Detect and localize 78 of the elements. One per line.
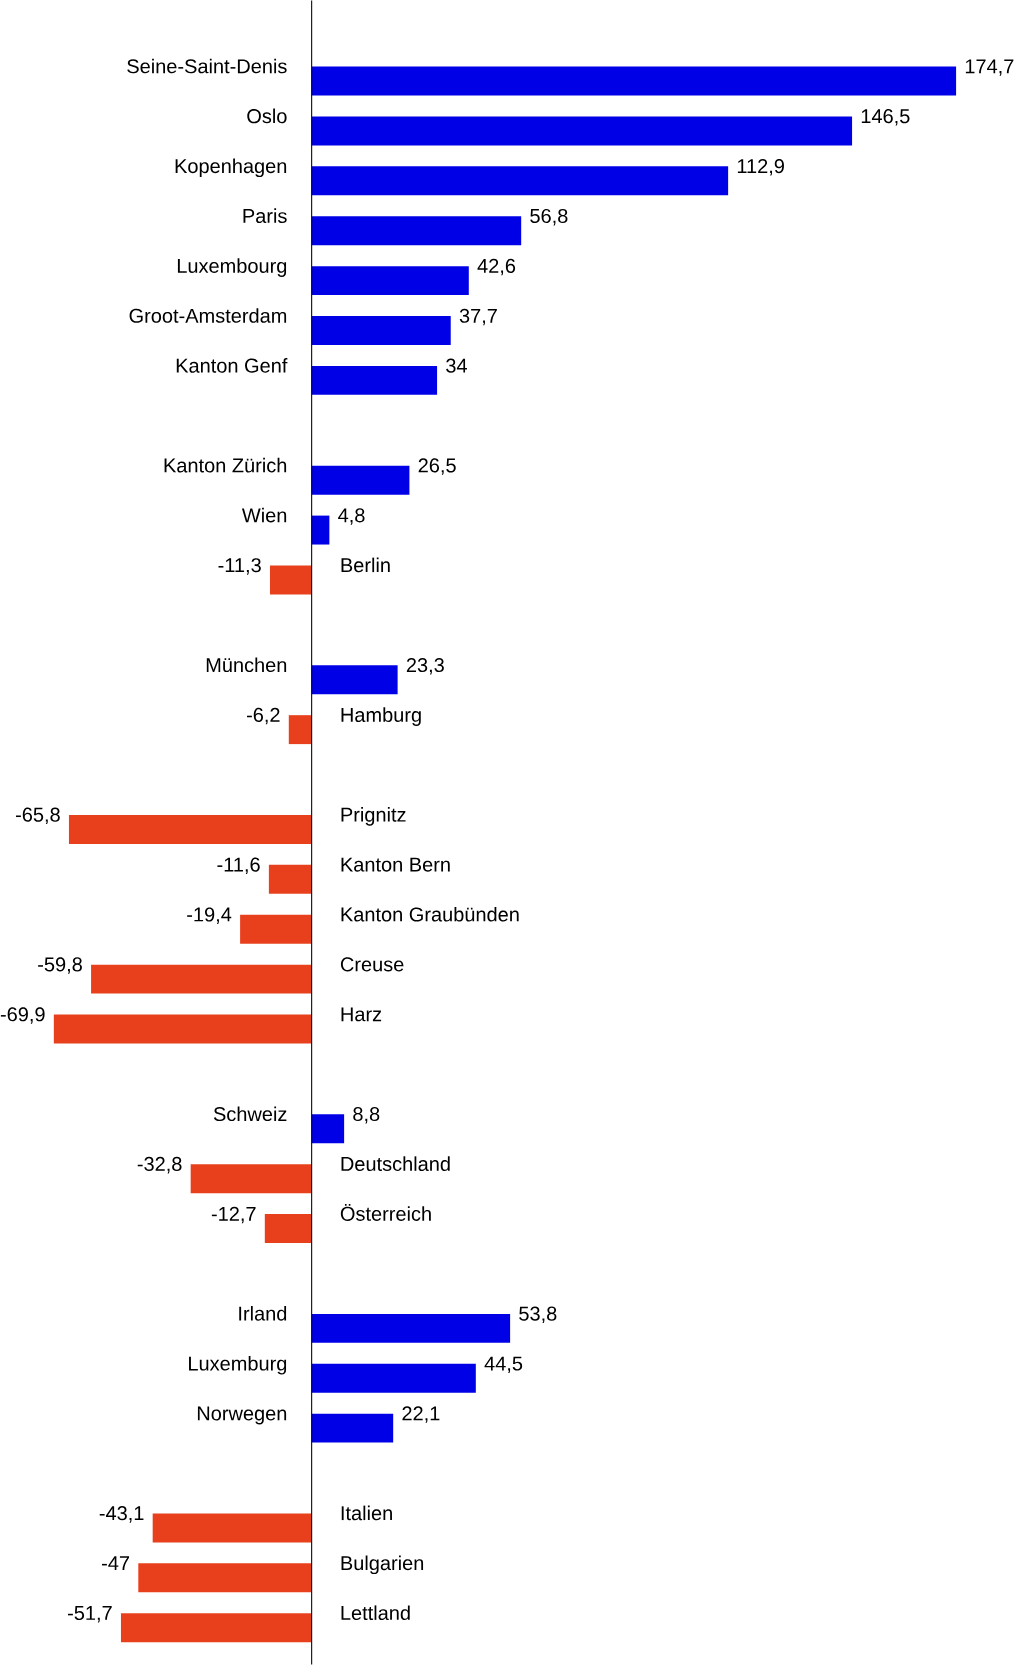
y-tick-label: Bulgarien	[341, 1555, 423, 1575]
data-label: 4,8	[337, 508, 365, 525]
data-label: 8,8	[353, 1106, 380, 1124]
bar	[268, 864, 312, 894]
y-tick-label: Seine-Saint-Denis	[127, 58, 287, 74]
y-tick-label: Paris	[243, 208, 287, 224]
bar	[311, 66, 956, 96]
data-label: -32,8	[137, 1156, 182, 1174]
bar	[311, 1363, 476, 1393]
data-label: 42,6	[477, 258, 515, 276]
y-tick-label: Norwegen	[197, 1406, 286, 1425]
y-tick-label: Wien	[241, 507, 286, 523]
y-tick-label: München	[206, 657, 286, 673]
data-label: 146,5	[861, 109, 910, 126]
bar	[311, 665, 398, 695]
bar	[311, 166, 728, 196]
bar	[311, 1413, 394, 1443]
y-tick-label: Kanton Zürich	[164, 457, 286, 473]
y-tick-label: Prignitz	[341, 807, 406, 826]
y-tick-label: Kopenhagen	[175, 158, 286, 178]
data-label: 44,5	[484, 1356, 522, 1373]
data-label: 174,7	[965, 59, 1014, 76]
y-tick-label: Harz	[341, 1007, 381, 1022]
data-label: 34	[445, 358, 467, 373]
bar	[152, 1513, 312, 1543]
data-label: 22,1	[402, 1406, 440, 1423]
data-label: -59,8	[37, 957, 82, 974]
bar	[68, 814, 312, 844]
bar	[311, 266, 469, 296]
data-label: 26,5	[418, 458, 456, 475]
data-label: -11,3	[218, 558, 261, 575]
data-label: -65,8	[15, 807, 60, 825]
data-label: -47	[101, 1556, 129, 1570]
data-label: 56,8	[530, 208, 568, 226]
data-label: -51,7	[67, 1606, 112, 1623]
y-tick-label: Schweiz	[213, 1106, 287, 1122]
data-label: -12,7	[211, 1206, 256, 1224]
bar	[90, 964, 312, 994]
bar	[311, 1313, 510, 1343]
data-label: -43,1	[99, 1506, 144, 1523]
y-tick-label: Luxemburg	[188, 1355, 286, 1375]
data-label: 23,3	[406, 657, 444, 675]
y-tick-label: Luxembourg	[177, 258, 286, 277]
data-label: 112,9	[737, 159, 784, 176]
y-tick-label: Creuse	[340, 957, 404, 972]
y-tick-label: Österreich	[340, 1204, 431, 1221]
data-label: -19,4	[186, 907, 232, 924]
y-tick-label: Lettland	[341, 1605, 410, 1621]
y-tick-label: Deutschland	[341, 1156, 450, 1172]
bar	[311, 1114, 344, 1144]
data-label: -6,2	[246, 707, 280, 725]
y-tick-label: Hamburg	[341, 707, 421, 726]
y-tick-label: Irland	[239, 1306, 286, 1321]
bar	[311, 515, 330, 545]
y-tick-label: Italien	[341, 1505, 392, 1521]
y-tick-label: Kanton Bern	[341, 857, 450, 872]
bar	[264, 1214, 312, 1244]
data-label: -69,9	[0, 1007, 45, 1024]
bar	[269, 565, 312, 595]
bar	[190, 1164, 312, 1194]
data-label: 53,8	[519, 1306, 557, 1324]
bar	[53, 1014, 312, 1044]
data-label: 37,7	[459, 308, 497, 326]
bar	[239, 914, 312, 944]
bar	[120, 1613, 312, 1643]
bar	[311, 365, 437, 395]
y-tick-label: Groot-Amsterdam	[129, 308, 286, 323]
bar	[288, 715, 312, 745]
bar	[311, 465, 410, 495]
y-tick-label: Kanton Graubünden	[341, 906, 519, 922]
bar	[311, 116, 852, 146]
bar	[138, 1563, 312, 1593]
data-label: -11,6	[217, 857, 260, 875]
y-tick-label: Berlin	[341, 557, 390, 573]
y-tick-label: Kanton Genf	[176, 358, 288, 373]
y-tick-label: Oslo	[247, 108, 287, 124]
bar	[311, 216, 522, 246]
bar	[311, 316, 451, 345]
